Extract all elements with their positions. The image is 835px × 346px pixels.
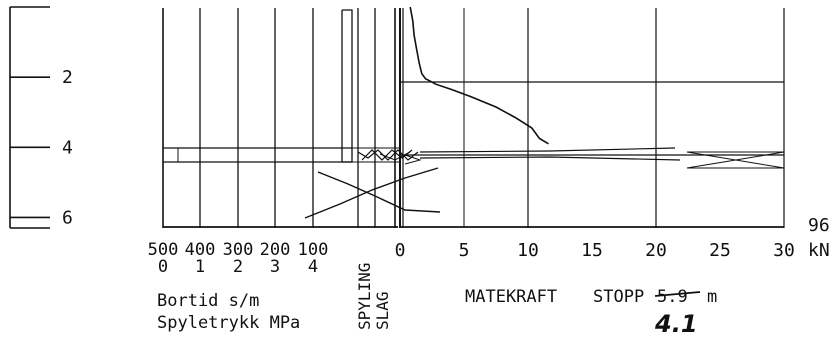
middle-panel — [357, 8, 419, 228]
left-panel — [162, 8, 441, 228]
depth-tick-label: 2 — [62, 67, 73, 88]
depth-tick-label: 4 — [62, 137, 73, 158]
extra-max-label: 96 — [808, 215, 830, 236]
right-panel-grid — [463, 8, 785, 228]
bortid-tick-label: 100 — [298, 240, 329, 260]
bortid-tick-label: 300 — [223, 240, 254, 260]
bortid-ticks: 500 400 300 200 100 — [148, 240, 329, 260]
spyletrykk-tick-label: 0 — [158, 257, 168, 277]
matekraft-tick-label: 0 — [395, 240, 406, 261]
stopp-label: STOPP — [593, 287, 644, 307]
bortid-tick-label: 500 — [148, 240, 179, 260]
matekraft-tick-label: 30 — [773, 240, 795, 261]
spyling-label: SPYLING — [355, 263, 374, 330]
stopp-printed-value: 5.9 — [657, 287, 688, 307]
matekraft-label: MATEKRAFT — [465, 287, 557, 307]
matekraft-tick-label: 15 — [581, 240, 603, 261]
matekraft-tick-label: 10 — [517, 240, 539, 261]
depth-tick-label: 6 — [62, 207, 73, 228]
unit-label: kN — [808, 240, 830, 261]
depth-axis — [9, 6, 50, 229]
spyletrykk-tick-label: 1 — [195, 257, 205, 277]
slag-label: SLAG — [373, 291, 392, 330]
spyletrykk-tick-label: 3 — [270, 257, 280, 277]
matekraft-tick-label: 20 — [645, 240, 667, 261]
stopp-handwritten-value: 4.1 — [654, 310, 698, 338]
bortid-tick-label: 200 — [260, 240, 291, 260]
spyletrykk-tick-label: 4 — [308, 257, 318, 277]
strikethrough — [654, 291, 701, 297]
matekraft-tick-label: 25 — [709, 240, 731, 261]
bortid-label: Bortid s/m — [157, 291, 259, 311]
matekraft-tick-label: 5 — [459, 240, 470, 261]
depth-ticks: 2 4 6 — [10, 67, 73, 228]
spyletrykk-tick-label: 2 — [233, 257, 243, 277]
matekraft-ticks: 0 5 10 15 20 25 30 — [395, 240, 795, 261]
stopp-unit: m — [707, 287, 717, 307]
spyletrykk-label: Spyletrykk MPa — [157, 313, 300, 333]
matekraft-series-line — [409, 6, 549, 145]
bortid-tick-label: 400 — [185, 240, 216, 260]
spyletrykk-ticks: 0 1 2 3 4 — [158, 257, 318, 277]
right-panel-fixed — [399, 8, 785, 228]
